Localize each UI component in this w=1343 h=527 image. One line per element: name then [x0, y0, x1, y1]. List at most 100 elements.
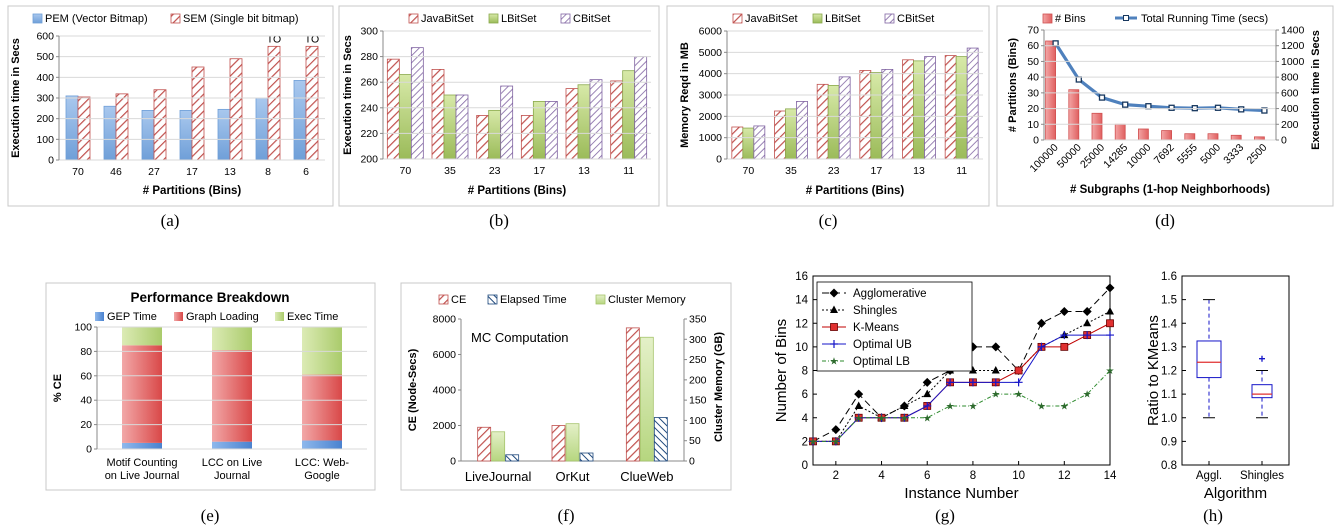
- chart-c-bar-0: [859, 70, 872, 160]
- caption-e: (e): [201, 506, 220, 525]
- chart-d-left-tick-label: 60: [1027, 40, 1039, 52]
- chart-b-x-label: # Partitions (Bins): [468, 185, 567, 197]
- chart-f-bar-1: [505, 454, 520, 462]
- chart-d-bar-0: [1091, 112, 1103, 141]
- chart-d-right-tick-label: 1000: [1281, 56, 1305, 68]
- chart-d-x-label: # Subgraphs (1-hop Neighborhoods): [1070, 184, 1270, 196]
- chart-d-bar-0: [1161, 130, 1172, 141]
- chart-d-runtime-point: [1052, 40, 1059, 47]
- chart-c-bar-1: [827, 85, 840, 160]
- chart-g-point: [1106, 319, 1114, 328]
- chart-d-right-tick-label: 400: [1281, 103, 1299, 115]
- chart-b-left-tick-label: 280: [360, 51, 378, 63]
- chart-h-y-tick-label: 0.9: [1161, 436, 1177, 448]
- chart-f-left-tick-label: 8000: [433, 314, 457, 326]
- chart-b-left-axis: 200 220 240 260 280 300: [360, 26, 651, 166]
- chart-g-point: [1059, 306, 1069, 316]
- chart-d-right-tick-label: 1400: [1281, 25, 1305, 37]
- chart-g-legend-label: Agglomerative: [853, 288, 927, 300]
- chart-a-timeout-label: TO: [305, 33, 319, 45]
- chart-g-point: [1014, 378, 1023, 387]
- chart-f-bar-1: [653, 417, 668, 462]
- chart-e-left-tick-label: 60: [80, 370, 92, 382]
- chart-a: 70 46 27 17 13 8 6 TO TO # Partitions (Bins) Execu…: [10, 13, 325, 197]
- chart-g-point: ★: [1060, 401, 1069, 412]
- chart-b-bar-2: [455, 94, 469, 160]
- chart-a-bar-1: [77, 96, 91, 161]
- chart-g-legend-label: Optimal UB: [853, 339, 912, 351]
- chart-g-point: [900, 401, 909, 409]
- chart-g-point: [923, 401, 932, 410]
- chart-g-x-tick-label: 2: [833, 470, 839, 482]
- chart-b-left-tick-label: 220: [360, 128, 378, 140]
- chart-h-y-tick-label: 1.0: [1161, 413, 1177, 425]
- chart-h-outlier: [1259, 355, 1265, 362]
- chart-d-left-tick-label: 10: [1027, 119, 1039, 131]
- chart-b-x-tick-label: 35: [444, 165, 456, 177]
- chart-g-point: ★: [946, 401, 955, 412]
- caption-h: (h): [1203, 506, 1223, 525]
- chart-f-legend-swatch: [438, 294, 449, 305]
- chart-a-x-label: # Partitions (Bins): [143, 185, 242, 197]
- chart-c: 70 35 23 17 13 11 # Partitions (Bins) Memory Re…: [679, 13, 983, 197]
- chart-b-left-tick-label: 300: [360, 26, 378, 38]
- chart-g-point: [1083, 331, 1092, 340]
- chart-d-runtime-point: [1075, 76, 1082, 83]
- chart-e-bar-segment-1: [212, 350, 252, 442]
- chart-e-left-tick-label: 20: [80, 419, 92, 431]
- chart-d-right-tick-label: 600: [1281, 87, 1299, 99]
- caption-g: (g): [935, 506, 955, 525]
- chart-e-bar-segment-2: [302, 327, 342, 375]
- chart-g-y-tick-label: 10: [795, 342, 808, 354]
- chart-h-x-label: Algorithm: [1204, 485, 1267, 502]
- chart-h-y-tick-label: 1.2: [1161, 366, 1177, 378]
- chart-d-left-tick-label: 70: [1027, 25, 1039, 37]
- chart-f-x-tick-label: LiveJournal: [465, 469, 532, 484]
- chart-g-y-tick-label: 8: [802, 366, 808, 378]
- chart-d-runtime-point: [1238, 106, 1245, 113]
- chart-a-legend-swatch: [170, 13, 181, 24]
- chart-g-y-tick-label: 4: [802, 413, 809, 425]
- chart-g-point: ★: [831, 437, 840, 448]
- chart-g-x-tick-label: 14: [1104, 470, 1117, 482]
- chart-b-bar-1: [398, 74, 412, 160]
- chart-f-y-right-label: Cluster Memory (GB): [713, 332, 725, 442]
- chart-b-left-tick-label: 240: [360, 102, 378, 114]
- chart-f-x-tick-label: ClueWeb: [620, 469, 673, 484]
- chart-f-left-tick-label: 4000: [433, 385, 457, 397]
- chart-g-point: [1105, 283, 1115, 293]
- chart-a-bar-0: [103, 105, 117, 161]
- chart-c-x-tick-label: 35: [785, 165, 797, 177]
- chart-e-left-tick-label: 80: [80, 346, 92, 358]
- chart-b-y-label: Execution time in Secs: [342, 35, 354, 155]
- chart-f-right-tick-label: 50: [689, 435, 701, 447]
- chart-a-bar-1: [153, 89, 167, 161]
- chart-d-bar-0: [1230, 134, 1242, 141]
- chart-f-right-axis: 0 50 100 150 200 250 300 350: [683, 314, 707, 468]
- chart-g-point: [1060, 331, 1069, 340]
- chart-d-right-tick-label: 200: [1281, 119, 1299, 131]
- chart-g-point: [922, 377, 932, 387]
- chart-f-left-tick-label: 2000: [433, 420, 457, 432]
- chart-e-legend-swatch: [275, 312, 284, 321]
- chart-c-x-label: # Partitions (Bins): [806, 185, 905, 197]
- chart-g-point: [831, 425, 841, 435]
- chart-g-legend-label: Optimal LB: [853, 356, 910, 368]
- chart-g-point: ★: [1014, 390, 1023, 401]
- chart-d-runtime-point: [1261, 107, 1268, 114]
- chart-c-x-tick-label: 11: [956, 165, 967, 177]
- chart-g-legend-label: K-Means: [853, 322, 899, 334]
- chart-b-bar-0: [520, 115, 534, 160]
- chart-h-y-tick-label: 1.6: [1161, 271, 1177, 283]
- chart-a-legend-swatch: [32, 13, 43, 24]
- chart-g-y-tick-label: 2: [802, 436, 808, 448]
- chart-b-bar-1: [532, 101, 546, 160]
- chart-g-point: ★: [900, 413, 909, 424]
- chart-e-x-tick-label: Google: [304, 470, 339, 482]
- chart-c-x-tick-label: 23: [828, 165, 840, 177]
- chart-f-right-tick-label: 0: [689, 456, 695, 468]
- chart-d-bar-0: [1114, 123, 1126, 141]
- chart-g-point: [991, 366, 1000, 374]
- chart-h-y-label: Ratio to KMeans: [1145, 315, 1162, 426]
- caption-a: (a): [161, 211, 180, 230]
